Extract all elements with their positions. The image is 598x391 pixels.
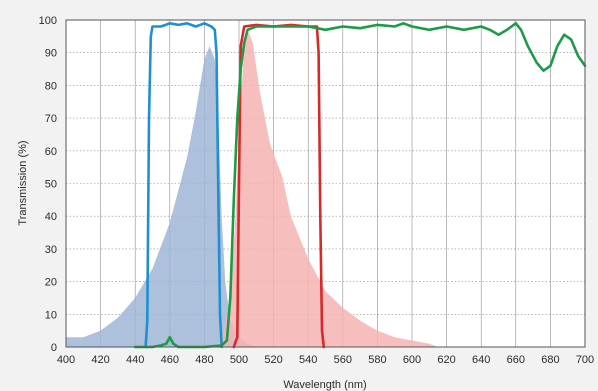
x-tick-label-500: 500 (230, 354, 248, 366)
plot-frame (65, 19, 586, 348)
x-tick-label-620: 620 (437, 354, 455, 366)
y-tick-label-0: 0 (51, 342, 57, 354)
y-axis-label: Transmission (%) (17, 140, 29, 225)
x-tick-label-640: 640 (472, 354, 490, 366)
filter-curve-2 (144, 21, 223, 349)
x-tick-label-400: 400 (57, 354, 75, 366)
y-tick-label-40: 40 (45, 211, 57, 223)
x-tick-label-600: 600 (403, 354, 421, 366)
x-tick-label-480: 480 (195, 354, 213, 366)
x-tick-label-580: 580 (368, 354, 386, 366)
filled-curve-1 (213, 29, 438, 348)
x-tick-label-660: 660 (507, 354, 525, 366)
x-tick-label-680: 680 (541, 354, 559, 366)
y-tick-label-100: 100 (39, 15, 57, 27)
x-tick-label-440: 440 (126, 354, 144, 366)
y-tick-label-10: 10 (45, 309, 57, 321)
y-tick-label-30: 30 (45, 244, 57, 256)
y-tick-labels: 0 10 20 30 40 50 60 70 80 90 100 (39, 15, 57, 354)
y-tick-label-70: 70 (45, 113, 57, 125)
y-tick-label-20: 20 (45, 277, 57, 289)
y-tick-label-60: 60 (45, 146, 57, 158)
x-axis-label: Wavelength (nm) (283, 379, 366, 391)
filled-curves (66, 29, 438, 348)
filled-curve-0 (66, 46, 257, 347)
x-tick-label-540: 540 (299, 354, 317, 366)
x-tick-labels: 400 420 440 460 480 500 520 540 560 580 600 620 640 6… (57, 354, 594, 366)
x-tick-label-700: 700 (576, 354, 594, 366)
y-tick-label-90: 90 (45, 48, 57, 60)
y-tick-label-50: 50 (45, 179, 57, 191)
x-tick-label-460: 460 (161, 354, 179, 366)
x-tick-label-560: 560 (334, 354, 352, 366)
x-tick-label-420: 420 (91, 354, 109, 366)
y-tick-label-80: 80 (45, 80, 57, 92)
x-tick-label-520: 520 (264, 354, 282, 366)
